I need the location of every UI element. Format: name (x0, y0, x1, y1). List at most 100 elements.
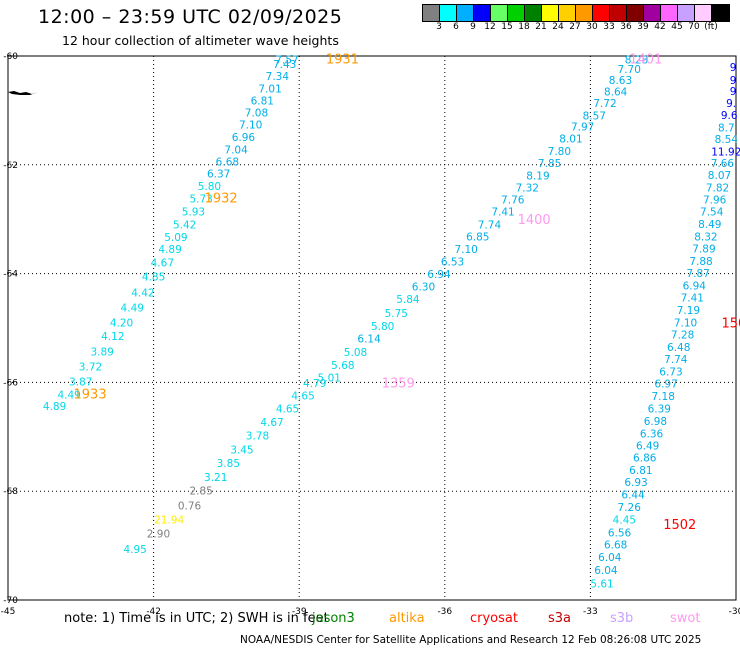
legend-label: 24 (552, 22, 564, 32)
wave-height-value: 7.43 (273, 59, 296, 71)
satellite-label-s3a: s3a (548, 611, 572, 626)
y-tick-label: -62 (3, 161, 18, 171)
wave-height-value: 8.63 (609, 75, 632, 87)
wave-height-value: 4.89 (43, 401, 66, 413)
pass-time-label: 1359 (382, 376, 415, 391)
wave-height-value: 3.21 (204, 472, 227, 484)
wave-height-value: 5.80 (198, 181, 221, 193)
wave-height-value: 3.87 (69, 376, 92, 388)
wave-height-value: 6.36 (640, 429, 664, 441)
wave-height-value: 4.65 (291, 390, 314, 402)
legend-swatch (474, 5, 491, 21)
plot-frame (7, 55, 737, 601)
satellite-label-altika: altika (389, 611, 425, 626)
note-text: note: 1) Time is in UTC; 2) SWH is in fe… (64, 611, 329, 626)
wave-height-value: 4.42 (131, 288, 154, 300)
wave-height-value: 4.20 (110, 318, 133, 330)
note-row: note: 1) Time is in UTC; 2) SWH is in fe… (0, 611, 740, 631)
wave-height-value: 7.10 (674, 318, 697, 330)
x-tick-label: -45 (1, 607, 16, 617)
wave-height-value: 6.85 (466, 232, 489, 244)
y-tick-label: -64 (3, 270, 18, 280)
legend-label: 30 (586, 22, 598, 32)
legend-label: 33 (603, 22, 615, 32)
legend-label: 45 (671, 22, 683, 32)
wave-height-value: 4.45 (613, 514, 636, 526)
legend-label: 9 (470, 22, 476, 32)
wave-height-value: 6.53 (441, 257, 464, 269)
wave-height-value: 4.12 (101, 331, 124, 343)
pass-time-label: 1502 (663, 518, 696, 533)
wave-height-value: 6.94 (683, 281, 707, 293)
legend-label: 36 (620, 22, 632, 32)
legend-label: 39 (637, 22, 649, 32)
wave-height-value: 4.95 (123, 544, 146, 556)
wave-height-value: 5.61 (590, 579, 613, 591)
legend-swatch (644, 5, 661, 21)
y-tick-label: -68 (3, 487, 18, 497)
color-scale-legend (422, 4, 730, 22)
wave-height-value: 7.04 (224, 145, 248, 157)
wave-height-value: 6.37 (207, 169, 230, 181)
legend-swatch (678, 5, 695, 21)
legend-label: 15 (501, 22, 513, 32)
wave-height-value: 9 (730, 86, 737, 98)
legend-swatch (508, 5, 525, 21)
wave-height-value: 8.49 (698, 219, 721, 231)
wave-height-value: 4.49 (57, 389, 80, 401)
legend-label: 42 (654, 22, 666, 32)
wave-height-value: 7.28 (671, 330, 694, 342)
wave-height-value: 7.72 (593, 98, 616, 110)
wave-height-value: 8.28 (625, 54, 648, 66)
x-tick-label: -42 (146, 607, 161, 617)
wave-height-value: 2.85 (189, 486, 212, 498)
satellite-label-swot: swot (670, 611, 701, 626)
legend-swatch (695, 5, 712, 21)
wave-height-value: 5.93 (182, 207, 205, 219)
wave-height-value: 6.56 (608, 528, 632, 540)
wave-height-value: 6.94 (427, 269, 451, 281)
wave-height-value: 6.49 (636, 441, 659, 453)
wave-height-value: 7.10 (239, 120, 262, 132)
wave-height-value: 5.75 (385, 308, 408, 320)
legend-swatch (627, 5, 644, 21)
wave-height-value: 7.19 (677, 305, 700, 317)
wave-height-value: 6.97 (654, 378, 677, 390)
wave-height-value: 8.32 (694, 232, 717, 244)
legend-label: 6 (453, 22, 459, 32)
wave-height-value: 7.96 (703, 195, 727, 207)
wave-height-value: 8.54 (715, 134, 739, 146)
wave-height-value: 6.98 (644, 416, 667, 428)
x-tick-label: -39 (292, 607, 307, 617)
page-subtitle: 12 hour collection of altimeter wave hei… (62, 33, 339, 48)
wave-height-value: 9 (730, 62, 737, 74)
wave-height-value: 7.80 (548, 146, 571, 158)
legend-swatch (610, 5, 627, 21)
legend-swatch (491, 5, 508, 21)
wave-height-value: 3.78 (246, 431, 269, 443)
satellite-label-cryosat: cryosat (470, 611, 518, 626)
wave-height-value: 7.87 (686, 268, 709, 280)
wave-height-value: 5.84 (396, 294, 420, 306)
wave-height-value: 7.97 (571, 122, 594, 134)
legend-swatch (542, 5, 559, 21)
pass-time-label: 1401 (629, 53, 662, 68)
legend-swatch (423, 5, 440, 21)
wave-height-value: 7.82 (706, 183, 729, 195)
wave-height-value: 7.74 (664, 354, 688, 366)
wave-height-value: 6.14 (357, 333, 381, 345)
wave-height-value: 7.01 (258, 84, 281, 96)
wave-height-value: 7.10 (454, 244, 477, 256)
wave-height-value: 8.7 (718, 122, 735, 134)
wave-height-value: 4.85 (142, 271, 165, 283)
wave-height-value: 9.6 (721, 110, 738, 122)
wave-height-value: 7.41 (681, 293, 704, 305)
legend-label: 27 (569, 22, 581, 32)
legend-label: 12 (484, 22, 496, 32)
wave-height-value: 7.88 (689, 256, 712, 268)
wave-height-value: 4.67 (260, 417, 283, 429)
wave-height-value: 5.73 (189, 194, 212, 206)
wave-height-value: 6.68 (604, 540, 627, 552)
wave-height-value: 7.26 (618, 502, 642, 514)
wave-height-value: 7.57 (275, 54, 298, 66)
